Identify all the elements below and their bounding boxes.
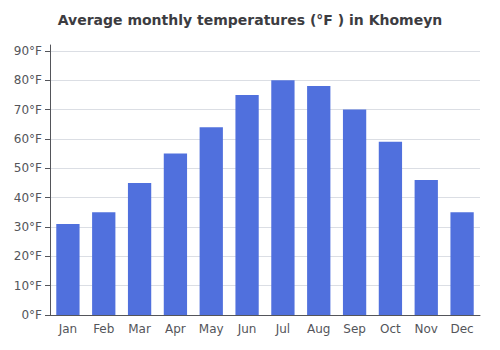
svg-text:20°F: 20°F (14, 249, 42, 263)
svg-text:Apr: Apr (165, 322, 186, 336)
svg-text:70°F: 70°F (14, 103, 42, 117)
svg-text:Sep: Sep (343, 322, 366, 336)
svg-text:Jul: Jul (275, 322, 290, 336)
svg-text:60°F: 60°F (14, 132, 42, 146)
svg-text:80°F: 80°F (14, 73, 42, 87)
svg-text:40°F: 40°F (14, 191, 42, 205)
svg-text:90°F: 90°F (14, 44, 42, 58)
svg-text:Dec: Dec (450, 322, 473, 336)
svg-text:Mar: Mar (128, 322, 151, 336)
svg-text:Jan: Jan (58, 322, 78, 336)
svg-text:Nov: Nov (415, 322, 438, 336)
svg-text:Average monthly temperatures (: Average monthly temperatures (°F ) in Kh… (58, 12, 443, 28)
svg-text:30°F: 30°F (14, 220, 42, 234)
svg-text:50°F: 50°F (14, 161, 42, 175)
svg-text:Oct: Oct (380, 322, 401, 336)
svg-text:Jun: Jun (237, 322, 257, 336)
svg-text:0°F: 0°F (21, 308, 42, 322)
svg-text:Feb: Feb (93, 322, 114, 336)
svg-text:Aug: Aug (307, 322, 330, 336)
svg-text:10°F: 10°F (14, 279, 42, 293)
svg-text:May: May (199, 322, 224, 336)
